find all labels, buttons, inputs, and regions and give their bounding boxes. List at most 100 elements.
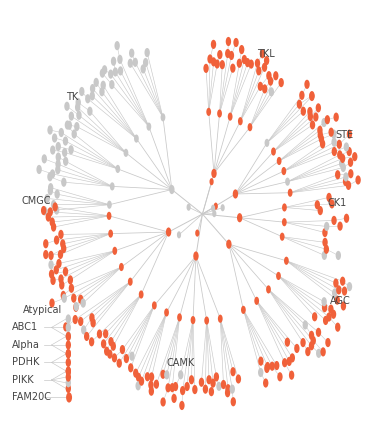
Ellipse shape bbox=[108, 69, 113, 79]
Ellipse shape bbox=[107, 350, 112, 359]
Ellipse shape bbox=[111, 56, 116, 66]
Text: PIKK: PIKK bbox=[12, 375, 33, 385]
Ellipse shape bbox=[43, 250, 48, 259]
Ellipse shape bbox=[310, 336, 316, 345]
Ellipse shape bbox=[50, 217, 55, 227]
Ellipse shape bbox=[48, 186, 53, 195]
Ellipse shape bbox=[61, 178, 66, 187]
Ellipse shape bbox=[206, 108, 211, 116]
Ellipse shape bbox=[66, 367, 71, 376]
Ellipse shape bbox=[337, 150, 342, 160]
Ellipse shape bbox=[210, 178, 214, 185]
Ellipse shape bbox=[166, 227, 171, 237]
Ellipse shape bbox=[51, 223, 56, 232]
Ellipse shape bbox=[54, 235, 59, 245]
Ellipse shape bbox=[340, 276, 345, 286]
Ellipse shape bbox=[45, 194, 50, 203]
Ellipse shape bbox=[171, 394, 177, 403]
Ellipse shape bbox=[75, 98, 81, 107]
Ellipse shape bbox=[245, 58, 250, 67]
Ellipse shape bbox=[304, 80, 310, 89]
Ellipse shape bbox=[280, 232, 285, 241]
Ellipse shape bbox=[58, 230, 64, 239]
Ellipse shape bbox=[61, 244, 66, 253]
Ellipse shape bbox=[301, 107, 306, 116]
Ellipse shape bbox=[78, 294, 83, 304]
Ellipse shape bbox=[344, 143, 349, 152]
Ellipse shape bbox=[149, 372, 154, 381]
Ellipse shape bbox=[221, 380, 226, 389]
Ellipse shape bbox=[335, 170, 340, 179]
Ellipse shape bbox=[48, 183, 53, 192]
Ellipse shape bbox=[97, 330, 102, 339]
Ellipse shape bbox=[76, 111, 82, 120]
Ellipse shape bbox=[270, 362, 275, 371]
Ellipse shape bbox=[262, 62, 267, 72]
Ellipse shape bbox=[189, 375, 194, 384]
Ellipse shape bbox=[277, 372, 283, 381]
Ellipse shape bbox=[255, 59, 260, 68]
Ellipse shape bbox=[260, 49, 265, 58]
Ellipse shape bbox=[326, 193, 332, 202]
Ellipse shape bbox=[264, 56, 269, 65]
Ellipse shape bbox=[225, 384, 231, 393]
Ellipse shape bbox=[124, 354, 129, 363]
Ellipse shape bbox=[289, 371, 294, 380]
Ellipse shape bbox=[264, 139, 269, 147]
Ellipse shape bbox=[62, 294, 67, 303]
Text: Alpha: Alpha bbox=[12, 340, 40, 350]
Text: TK: TK bbox=[66, 92, 78, 102]
Ellipse shape bbox=[217, 50, 222, 59]
Ellipse shape bbox=[285, 178, 290, 186]
Ellipse shape bbox=[66, 349, 71, 358]
Ellipse shape bbox=[348, 158, 353, 167]
Ellipse shape bbox=[133, 58, 138, 67]
Ellipse shape bbox=[225, 49, 231, 58]
Ellipse shape bbox=[336, 285, 342, 294]
Ellipse shape bbox=[66, 332, 71, 341]
Ellipse shape bbox=[90, 318, 96, 327]
Ellipse shape bbox=[230, 367, 236, 376]
Ellipse shape bbox=[230, 384, 235, 394]
Ellipse shape bbox=[66, 378, 71, 387]
Ellipse shape bbox=[147, 122, 151, 131]
Ellipse shape bbox=[64, 102, 70, 111]
Ellipse shape bbox=[233, 38, 239, 47]
Ellipse shape bbox=[262, 84, 267, 93]
Ellipse shape bbox=[299, 91, 304, 100]
Ellipse shape bbox=[279, 78, 284, 87]
Ellipse shape bbox=[51, 200, 56, 209]
Ellipse shape bbox=[265, 362, 270, 371]
Ellipse shape bbox=[212, 210, 216, 217]
Ellipse shape bbox=[203, 64, 209, 73]
Ellipse shape bbox=[66, 340, 71, 350]
Ellipse shape bbox=[211, 40, 216, 49]
Ellipse shape bbox=[47, 172, 53, 181]
Ellipse shape bbox=[53, 202, 58, 211]
Ellipse shape bbox=[50, 146, 55, 155]
Ellipse shape bbox=[333, 113, 339, 122]
Ellipse shape bbox=[63, 137, 68, 146]
Ellipse shape bbox=[164, 308, 169, 317]
Ellipse shape bbox=[73, 303, 79, 312]
Ellipse shape bbox=[356, 175, 361, 184]
Ellipse shape bbox=[50, 276, 56, 285]
Ellipse shape bbox=[322, 238, 328, 247]
Ellipse shape bbox=[309, 341, 314, 351]
Ellipse shape bbox=[65, 120, 70, 130]
Ellipse shape bbox=[134, 134, 139, 143]
Ellipse shape bbox=[186, 204, 191, 211]
Ellipse shape bbox=[81, 325, 86, 335]
Ellipse shape bbox=[347, 130, 352, 139]
Ellipse shape bbox=[48, 260, 54, 269]
Ellipse shape bbox=[63, 322, 69, 331]
Ellipse shape bbox=[214, 372, 219, 381]
Ellipse shape bbox=[204, 316, 209, 325]
Ellipse shape bbox=[238, 117, 243, 125]
Ellipse shape bbox=[93, 78, 99, 87]
Ellipse shape bbox=[226, 37, 231, 46]
Ellipse shape bbox=[282, 218, 287, 226]
Ellipse shape bbox=[141, 64, 146, 74]
Ellipse shape bbox=[173, 382, 178, 391]
Ellipse shape bbox=[214, 202, 218, 210]
